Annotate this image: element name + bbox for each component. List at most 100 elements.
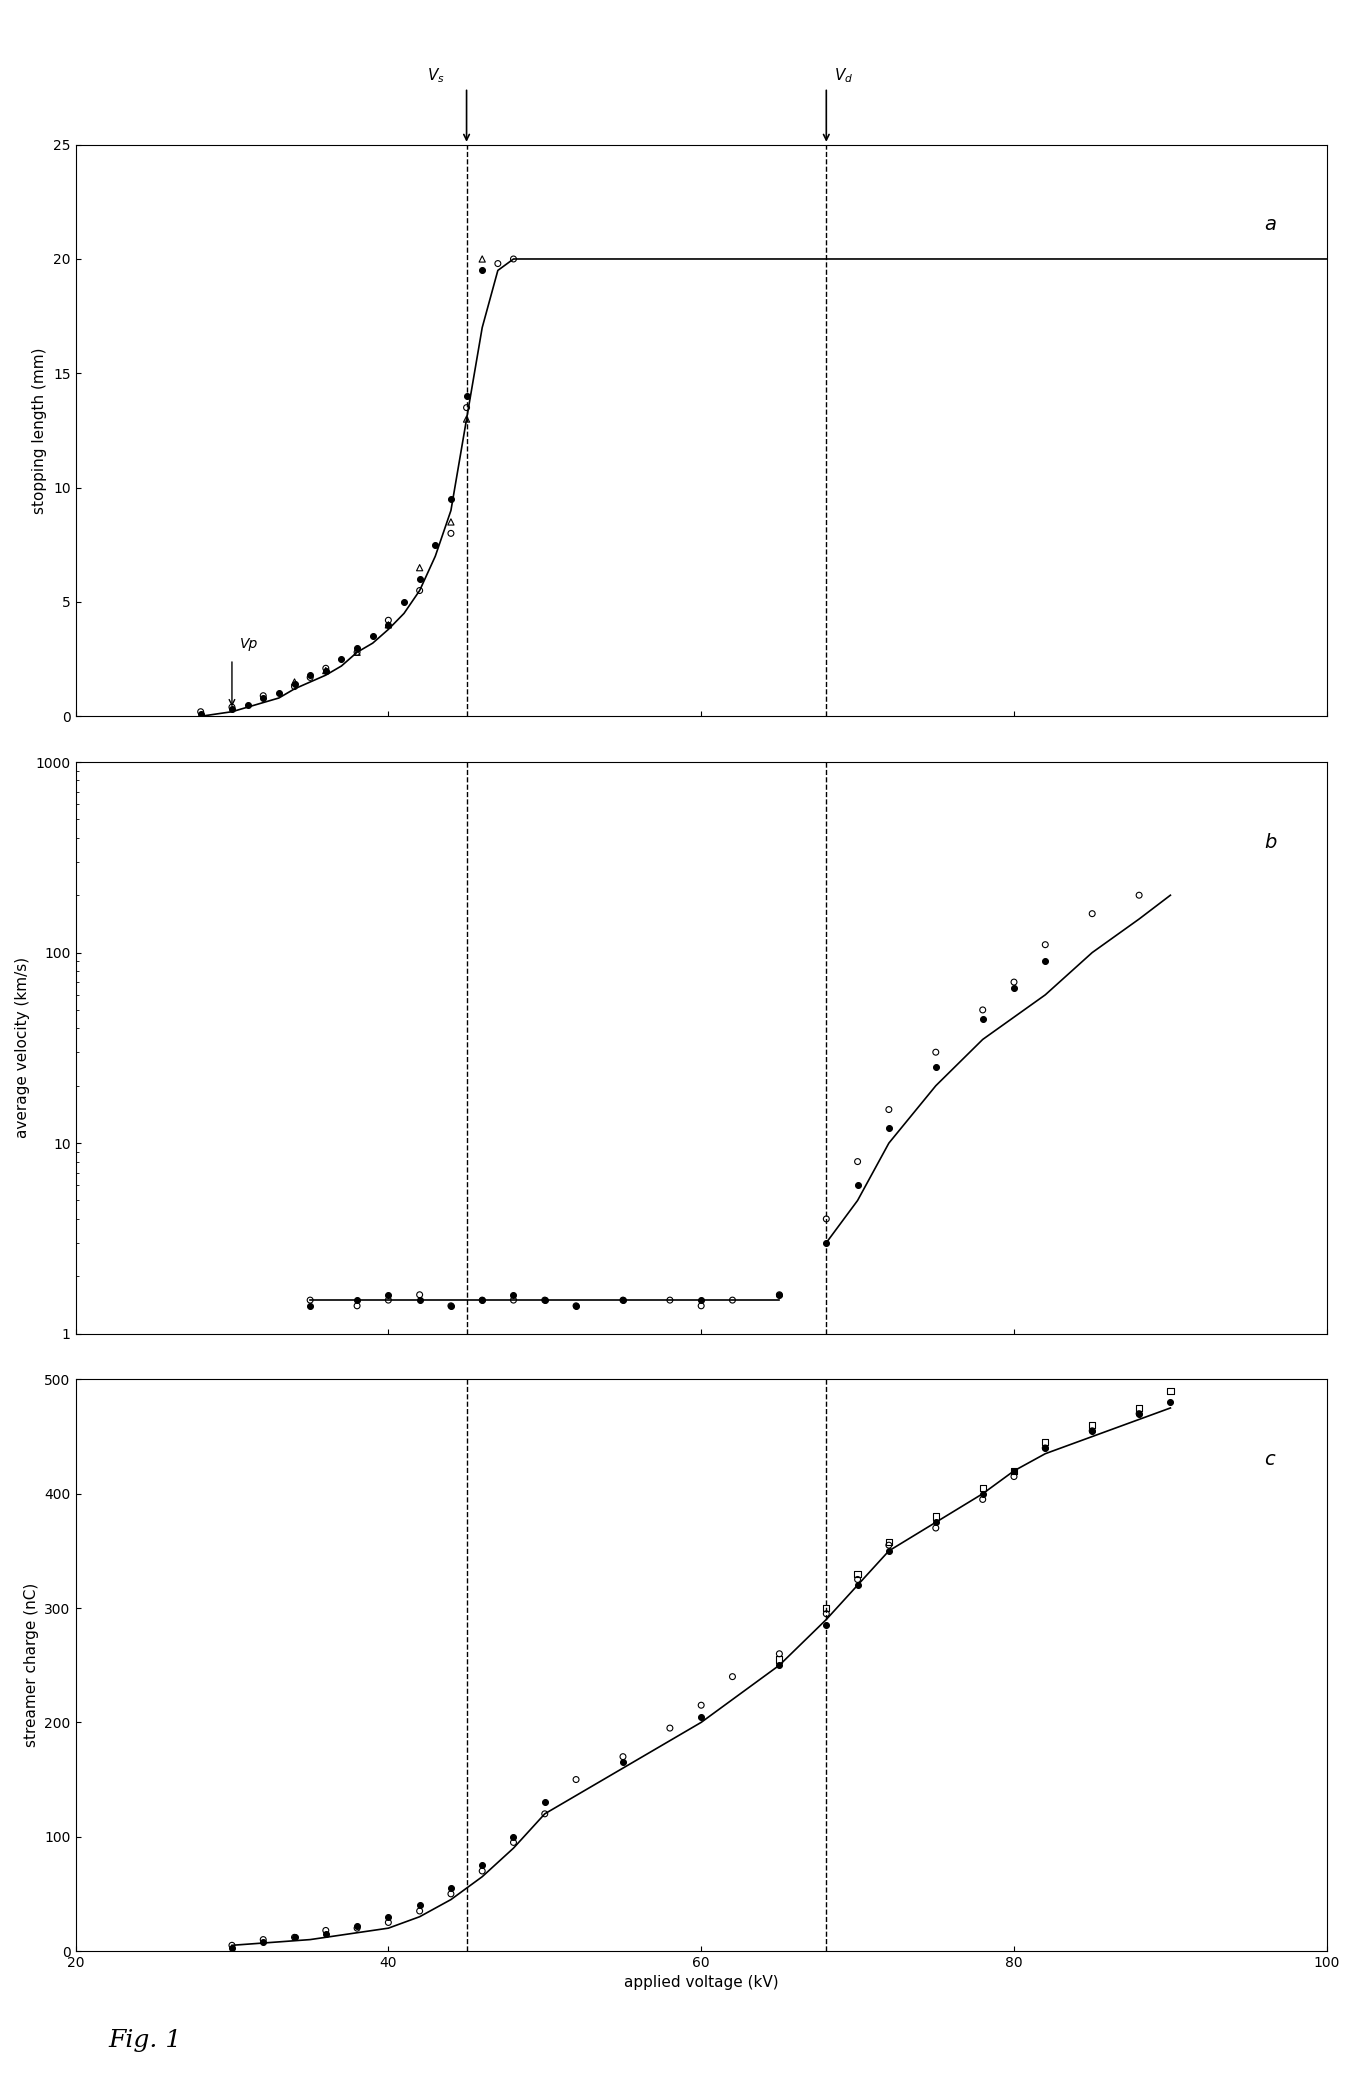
Point bbox=[565, 1289, 587, 1322]
Point bbox=[347, 635, 369, 668]
Point bbox=[409, 1895, 431, 1928]
Point bbox=[925, 1510, 947, 1544]
Point bbox=[472, 1283, 493, 1316]
Point bbox=[534, 1786, 556, 1820]
Y-axis label: average velocity (km/s): average velocity (km/s) bbox=[15, 957, 30, 1139]
Point bbox=[534, 1797, 556, 1830]
Point bbox=[378, 608, 400, 641]
Point bbox=[972, 1477, 993, 1510]
Point bbox=[925, 1051, 947, 1084]
Point bbox=[347, 1283, 369, 1316]
X-axis label: applied voltage (kV): applied voltage (kV) bbox=[623, 1976, 779, 1991]
Point bbox=[472, 253, 493, 286]
Point bbox=[690, 1700, 711, 1734]
Point bbox=[612, 1283, 634, 1316]
Point bbox=[659, 1711, 680, 1744]
Text: $V_s$: $V_s$ bbox=[427, 67, 446, 86]
Point bbox=[190, 696, 211, 729]
Text: Vp: Vp bbox=[240, 637, 257, 650]
Point bbox=[409, 551, 431, 585]
Point bbox=[252, 1922, 274, 1955]
Point bbox=[690, 1283, 711, 1316]
Point bbox=[1129, 1391, 1150, 1425]
Point bbox=[347, 1909, 369, 1943]
Point bbox=[1003, 1460, 1024, 1494]
Point bbox=[878, 1525, 900, 1558]
Point bbox=[472, 1855, 493, 1888]
Point bbox=[768, 1278, 790, 1312]
Point bbox=[1003, 1454, 1024, 1487]
Point bbox=[378, 1283, 400, 1316]
Point bbox=[972, 1003, 993, 1036]
Point bbox=[1129, 879, 1150, 913]
Point bbox=[440, 1289, 462, 1322]
Point bbox=[347, 631, 369, 664]
Point bbox=[612, 1746, 634, 1780]
Point bbox=[314, 1914, 336, 1947]
Point bbox=[816, 1609, 837, 1642]
Point bbox=[190, 698, 211, 731]
Point bbox=[1034, 1431, 1056, 1464]
Point bbox=[378, 608, 400, 641]
Point bbox=[299, 658, 321, 691]
Point bbox=[1034, 1425, 1056, 1458]
Point bbox=[455, 380, 477, 414]
Point bbox=[378, 1901, 400, 1934]
Point bbox=[768, 1278, 790, 1312]
Point bbox=[847, 1145, 869, 1178]
Point bbox=[221, 1930, 243, 1964]
Point bbox=[925, 1036, 947, 1070]
Point bbox=[722, 1283, 744, 1316]
Point bbox=[768, 1638, 790, 1671]
Point bbox=[283, 1920, 305, 1953]
Y-axis label: stopping length (mm): stopping length (mm) bbox=[33, 347, 47, 514]
Point bbox=[237, 687, 259, 721]
Point bbox=[972, 1483, 993, 1517]
Text: $V_d$: $V_d$ bbox=[835, 67, 854, 86]
Point bbox=[472, 242, 493, 276]
Point bbox=[847, 1168, 869, 1201]
Point bbox=[612, 1283, 634, 1316]
Point bbox=[816, 1598, 837, 1632]
Point bbox=[1003, 971, 1024, 1005]
Text: Fig. 1: Fig. 1 bbox=[108, 2028, 182, 2051]
Point bbox=[409, 1278, 431, 1312]
Point bbox=[440, 1289, 462, 1322]
Point bbox=[283, 664, 305, 698]
Point bbox=[347, 635, 369, 668]
Point bbox=[925, 1506, 947, 1540]
Point bbox=[283, 668, 305, 702]
Point bbox=[972, 992, 993, 1026]
Point bbox=[768, 1642, 790, 1675]
Point bbox=[314, 1918, 336, 1951]
Point bbox=[221, 1928, 243, 1962]
Point bbox=[565, 1289, 587, 1322]
Point bbox=[440, 1878, 462, 1911]
Point bbox=[299, 1283, 321, 1316]
Point bbox=[252, 679, 274, 712]
Point bbox=[816, 1226, 837, 1260]
Point bbox=[472, 1283, 493, 1316]
Point bbox=[1081, 1414, 1103, 1448]
Point bbox=[283, 671, 305, 704]
Point bbox=[393, 585, 415, 618]
Point bbox=[847, 1563, 869, 1596]
Point bbox=[768, 1648, 790, 1682]
Point bbox=[925, 1500, 947, 1533]
Point bbox=[409, 574, 431, 608]
Point bbox=[503, 1820, 524, 1853]
Point bbox=[1160, 1385, 1182, 1418]
Point bbox=[1129, 1398, 1150, 1431]
Point bbox=[612, 1740, 634, 1774]
Point bbox=[1160, 1375, 1182, 1408]
Point bbox=[221, 691, 243, 725]
Point bbox=[252, 681, 274, 714]
Point bbox=[847, 1569, 869, 1602]
Point bbox=[314, 652, 336, 685]
Point bbox=[314, 654, 336, 687]
Point bbox=[1081, 1408, 1103, 1441]
Point bbox=[299, 660, 321, 694]
Point bbox=[690, 1289, 711, 1322]
Point bbox=[362, 620, 383, 654]
Text: b: b bbox=[1264, 834, 1276, 852]
